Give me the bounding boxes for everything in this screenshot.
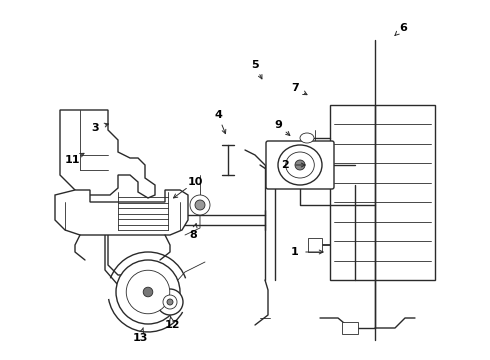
Text: 13: 13 [132, 333, 147, 343]
Text: 10: 10 [187, 177, 203, 187]
Circle shape [143, 287, 153, 297]
Text: 2: 2 [281, 160, 289, 170]
Polygon shape [60, 110, 155, 198]
Ellipse shape [300, 133, 314, 143]
Circle shape [295, 160, 305, 170]
Circle shape [195, 200, 205, 210]
Bar [308, 148, 322, 162]
Bar [308, 238, 322, 252]
Bar [342, 322, 358, 334]
Ellipse shape [286, 152, 314, 178]
Circle shape [163, 295, 177, 309]
Text: 11: 11 [64, 155, 80, 165]
Ellipse shape [278, 145, 322, 185]
Text: 12: 12 [164, 320, 180, 330]
Text: 7: 7 [291, 83, 299, 93]
Text: 1: 1 [291, 247, 299, 257]
Circle shape [190, 195, 210, 215]
Text: 9: 9 [274, 120, 282, 130]
Text: 4: 4 [214, 110, 222, 120]
FancyBboxPatch shape [266, 141, 334, 189]
Text: 5: 5 [251, 60, 259, 70]
Text: 8: 8 [189, 230, 197, 240]
Circle shape [116, 260, 180, 324]
Text: 3: 3 [91, 123, 99, 133]
Circle shape [126, 270, 170, 314]
Bar [330, 105, 435, 280]
Text: 6: 6 [399, 23, 407, 33]
Polygon shape [55, 190, 188, 235]
Circle shape [167, 299, 173, 305]
Circle shape [157, 289, 183, 315]
